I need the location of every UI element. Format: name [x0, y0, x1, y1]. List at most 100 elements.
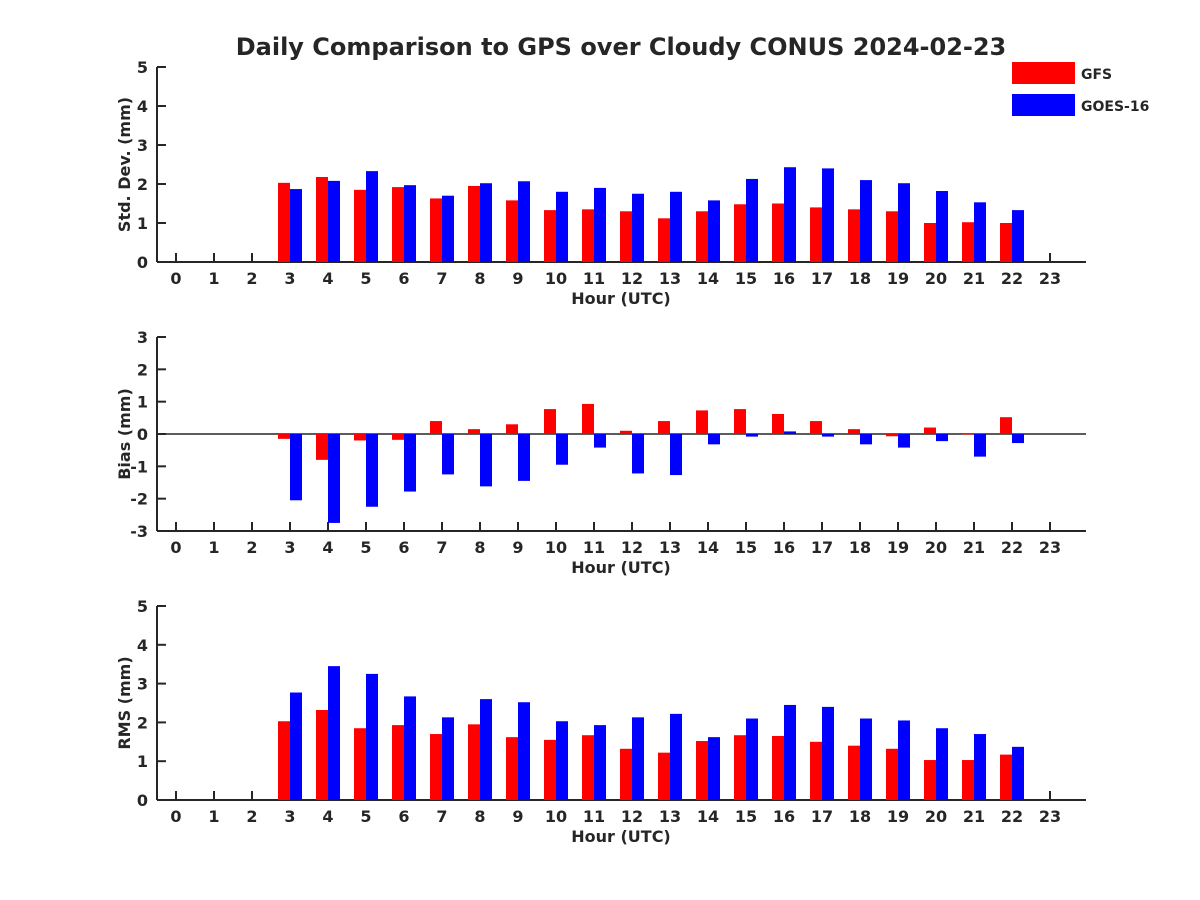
x-tick-label-rms: 7	[436, 807, 447, 826]
y-tick-label-rms: 1	[137, 752, 148, 771]
bar-std-goes-16-h22	[1012, 210, 1024, 262]
x-tick-label-rms: 0	[170, 807, 181, 826]
x-tick-label-bias: 16	[773, 538, 795, 557]
bar-bias-goes-16-h19	[898, 434, 910, 448]
bar-std-goes-16-h15	[746, 178, 758, 262]
bar-bias-gfs-h18	[848, 429, 860, 434]
bar-std-goes-16-h8	[480, 183, 492, 262]
bar-rms-goes-16-h7	[442, 717, 454, 800]
bar-bias-goes-16-h18	[860, 434, 872, 445]
bar-bias-goes-16-h17	[822, 434, 834, 437]
x-tick-label-bias: 18	[849, 538, 871, 557]
x-tick-label-bias: 22	[1001, 538, 1023, 557]
x-tick-label-bias: 23	[1039, 538, 1061, 557]
bar-rms-goes-16-h4	[328, 666, 340, 800]
x-tick-label-rms: 19	[887, 807, 909, 826]
bar-std-gfs-h22	[1000, 223, 1012, 262]
bar-bias-goes-16-h16	[784, 431, 796, 434]
x-tick-label-bias: 10	[545, 538, 567, 557]
x-tick-label-bias: 6	[398, 538, 409, 557]
bar-bias-gfs-h4	[316, 434, 328, 460]
bar-rms-goes-16-h22	[1012, 746, 1024, 800]
x-tick-label-std: 13	[659, 269, 681, 288]
x-tick-label-std: 20	[925, 269, 947, 288]
bar-bias-goes-16-h21	[974, 434, 986, 457]
y-tick-label-bias: 2	[137, 360, 148, 379]
bar-bias-goes-16-h5	[366, 434, 378, 507]
y-tick-label-bias: -1	[130, 457, 148, 476]
bar-std-goes-16-h20	[936, 191, 948, 262]
y-tick-label-bias: 3	[137, 328, 148, 347]
bar-rms-goes-16-h14	[708, 737, 720, 800]
bar-bias-goes-16-h14	[708, 434, 720, 445]
bar-std-goes-16-h18	[860, 180, 872, 262]
bar-rms-goes-16-h17	[822, 706, 834, 800]
bar-bias-gfs-h6	[392, 434, 404, 440]
bar-rms-goes-16-h5	[366, 673, 378, 800]
y-axis-label-std: Std. Dev. (mm)	[115, 97, 134, 232]
bar-rms-goes-16-h8	[480, 699, 492, 800]
bar-bias-gfs-h13	[658, 421, 670, 434]
bar-bias-gfs-h8	[468, 429, 480, 434]
bar-rms-goes-16-h6	[404, 696, 416, 800]
bar-std-gfs-h6	[392, 187, 404, 262]
bar-rms-gfs-h11	[582, 735, 594, 800]
x-tick-label-rms: 16	[773, 807, 795, 826]
legend-label-goes16: GOES-16	[1081, 99, 1149, 115]
bar-std-goes-16-h16	[784, 167, 796, 262]
bar-rms-gfs-h10	[544, 739, 556, 800]
x-tick-label-std: 1	[208, 269, 219, 288]
bar-rms-gfs-h19	[886, 748, 898, 800]
bar-bias-goes-16-h12	[632, 434, 644, 474]
bar-std-gfs-h10	[544, 210, 556, 262]
bar-bias-goes-16-h11	[594, 434, 606, 448]
y-tick-label-rms: 2	[137, 713, 148, 732]
bar-std-gfs-h4	[316, 176, 328, 262]
bar-rms-gfs-h14	[696, 741, 708, 800]
bar-bias-gfs-h11	[582, 403, 594, 434]
x-tick-label-bias: 2	[246, 538, 257, 557]
x-tick-label-std: 2	[246, 269, 257, 288]
y-tick-label-bias: 1	[137, 393, 148, 412]
x-tick-label-rms: 15	[735, 807, 757, 826]
x-tick-label-std: 10	[545, 269, 567, 288]
bar-rms-gfs-h8	[468, 724, 480, 800]
x-tick-label-rms: 13	[659, 807, 681, 826]
bar-std-goes-16-h12	[632, 193, 644, 262]
y-tick-label-rms: 3	[137, 675, 148, 694]
bar-std-goes-16-h5	[366, 171, 378, 262]
bar-rms-gfs-h7	[430, 734, 442, 800]
y-axis-label-rms: RMS (mm)	[115, 656, 134, 749]
x-tick-label-rms: 10	[545, 807, 567, 826]
x-tick-label-std: 7	[436, 269, 447, 288]
x-tick-label-std: 4	[322, 269, 333, 288]
y-tick-label-bias: -3	[130, 522, 148, 541]
x-tick-label-std: 6	[398, 269, 409, 288]
bar-std-gfs-h16	[772, 203, 784, 262]
bar-std-goes-16-h7	[442, 195, 454, 262]
bar-std-gfs-h5	[354, 189, 366, 262]
legend-label-gfs: GFS	[1081, 67, 1112, 83]
y-axis-label-bias: Bias (mm)	[115, 388, 134, 480]
x-tick-label-rms: 22	[1001, 807, 1023, 826]
bar-rms-gfs-h3	[278, 721, 290, 800]
bar-rms-gfs-h12	[620, 748, 632, 800]
bar-rms-goes-16-h12	[632, 717, 644, 800]
bar-rms-goes-16-h10	[556, 721, 568, 800]
bar-std-gfs-h20	[924, 223, 936, 262]
x-tick-label-std: 16	[773, 269, 795, 288]
bar-std-gfs-h15	[734, 204, 746, 262]
x-tick-label-rms: 6	[398, 807, 409, 826]
x-tick-label-std: 15	[735, 269, 757, 288]
bar-std-goes-16-h9	[518, 181, 530, 262]
bar-std-gfs-h12	[620, 211, 632, 262]
x-tick-label-rms: 3	[284, 807, 295, 826]
x-tick-label-bias: 4	[322, 538, 333, 557]
bar-std-goes-16-h6	[404, 185, 416, 262]
bar-bias-goes-16-h13	[670, 434, 682, 476]
x-tick-label-bias: 12	[621, 538, 643, 557]
bar-bias-goes-16-h4	[328, 434, 340, 523]
bar-bias-gfs-h12	[620, 430, 632, 434]
